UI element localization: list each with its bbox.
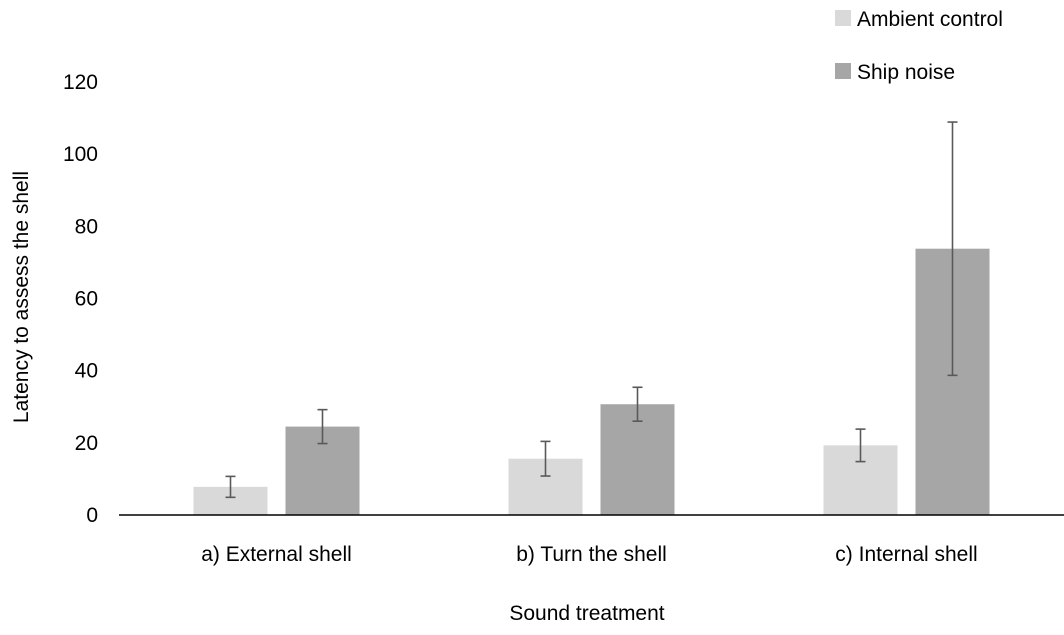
y-tick-label: 40 xyxy=(75,360,98,383)
x-tick-label: c) Internal shell xyxy=(835,543,977,566)
bar xyxy=(600,404,675,515)
y-axis-label: Latency to assess the shell xyxy=(10,171,33,423)
y-tick-label: 60 xyxy=(75,288,98,311)
y-axis-ticks: 0 20 40 60 80 100 120 xyxy=(63,71,98,527)
legend-label: Ship noise xyxy=(857,61,955,84)
x-tick-label: a) External shell xyxy=(201,543,352,566)
x-tick-label: b) Turn the shell xyxy=(516,543,667,566)
legend-item: Ambient control xyxy=(835,8,1003,31)
error-bar xyxy=(317,408,328,445)
legend-label: Ambient control xyxy=(857,8,1003,31)
error-bar xyxy=(855,428,866,463)
legend-swatch xyxy=(835,10,851,26)
error-bar xyxy=(225,475,236,499)
error-bars xyxy=(225,121,958,499)
y-tick-label: 120 xyxy=(63,71,98,94)
y-tick-label: 80 xyxy=(75,215,98,238)
x-axis-ticks: a) External shell b) Turn the shell c) Int… xyxy=(201,543,977,566)
y-tick-label: 100 xyxy=(63,143,98,166)
error-bar xyxy=(632,386,643,422)
x-axis-label: Sound treatment xyxy=(509,602,664,625)
error-bar xyxy=(540,440,551,477)
bars xyxy=(193,248,990,515)
legend-swatch xyxy=(835,63,851,79)
error-bar xyxy=(947,121,958,377)
legend: Ambient control Ship noise xyxy=(835,8,1003,84)
y-tick-label: 20 xyxy=(75,432,98,455)
legend-item: Ship noise xyxy=(835,61,955,84)
y-tick-label: 0 xyxy=(86,504,98,527)
